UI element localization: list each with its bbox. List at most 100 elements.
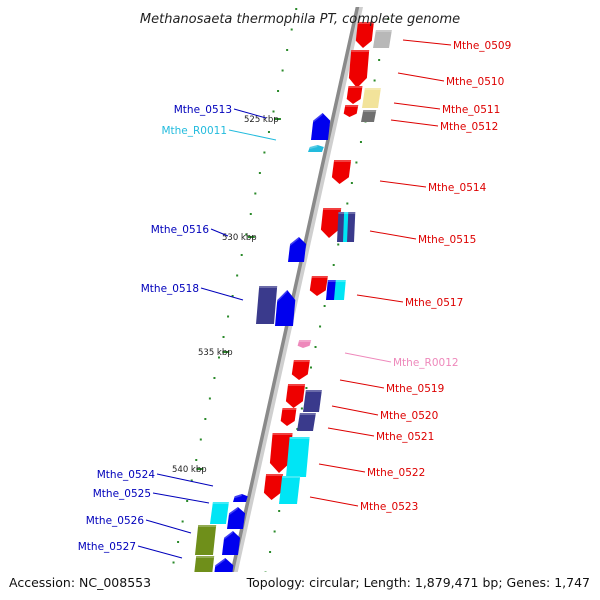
gene-mthe-0517: [309, 276, 328, 296]
right-leader-line: [318, 463, 366, 473]
gene-label-right: Mthe_0517: [405, 297, 463, 309]
guide-dot: [286, 49, 289, 51]
left-leader-line: [200, 287, 244, 301]
kbp-scale-label: 535 kbp: [198, 348, 233, 358]
guide-dot: [258, 172, 261, 174]
gene-mthe-0515: [320, 208, 342, 238]
guide-dot: [281, 69, 284, 72]
gene-label-right: Mthe_0519: [386, 383, 444, 395]
gene-label-left: Mthe_0524: [97, 469, 156, 481]
gene-mthe-0525-highlight: [212, 502, 229, 504]
gene-label-left: Mthe_0527: [78, 541, 136, 553]
gene-mthe-0515-c-highlight: [348, 212, 356, 214]
guide-dot: [227, 315, 230, 318]
gene-mthe-0511a: [346, 86, 363, 104]
guide-dot: [295, 8, 298, 10]
right-leader-line: [327, 427, 375, 437]
guide-dot: [350, 182, 353, 184]
gene-mthe-0519-highlight: [293, 360, 310, 362]
gene-mthe-0509-highlight: [357, 22, 374, 24]
accession-text: Accession: NC_008553: [9, 575, 151, 590]
gene-mthe-0509-partner: [373, 30, 392, 48]
guide-dot: [181, 520, 184, 523]
guide-dot: [186, 500, 189, 502]
gene-mthe-0518: [275, 290, 296, 326]
guide-dot: [217, 356, 220, 359]
gene-mthe-r0011: [308, 145, 324, 152]
guide-dot: [273, 530, 276, 533]
gene-label-right: Mthe_0521: [376, 431, 434, 443]
right-leader-line: [309, 496, 359, 507]
gene-label-right: Mthe_0522: [367, 467, 425, 479]
genome-summary-text: Topology: circular; Length: 1,879,471 bp…: [246, 575, 590, 590]
gene-label-right: Mthe_0512: [440, 121, 498, 133]
gene-mthe-0527: [222, 531, 241, 555]
gene-mthe-0518-a: [256, 286, 278, 324]
gene-mthe-0517-highlight: [311, 276, 328, 278]
gene-mthe-0510: [348, 50, 370, 88]
guide-dot: [236, 274, 239, 277]
gene-mthe-0512-highlight: [363, 110, 377, 112]
gene-mthe-0523: [263, 474, 284, 500]
guide-dot: [213, 377, 216, 379]
gene-mthe-0513-highlight: [313, 113, 323, 123]
gene-mthe-0527-a: [195, 525, 217, 555]
guide-dot: [309, 366, 312, 369]
gene-mthe-0512: [361, 110, 377, 122]
gene-mthe-0522-b-highlight: [289, 437, 310, 439]
gene-mthe-0525: [210, 502, 229, 524]
gene-mthe-0511b-highlight: [345, 105, 359, 107]
gene-mthe-0513: [311, 113, 331, 140]
gene-mthe-0514-highlight: [334, 160, 352, 162]
gene-mthe-0527-a-highlight: [198, 525, 217, 527]
gene-mthe-r0011-highlight: [309, 145, 318, 149]
guide-dot: [305, 387, 308, 389]
map-title: Methanosaeta thermophila PT, complete ge…: [140, 12, 460, 27]
gene-mthe-0523-highlight: [266, 474, 284, 476]
gene-mthe-0523-b-highlight: [282, 476, 301, 478]
gene-label-right: Mthe_0510: [446, 76, 504, 88]
guide-dot: [387, 18, 390, 20]
left-leader-line: [233, 108, 267, 119]
guide-dot: [249, 213, 252, 215]
right-leader-line: [402, 39, 452, 46]
guide-dot: [267, 131, 270, 133]
gene-mthe-0521-highlight: [282, 408, 297, 410]
guide-dot: [378, 59, 381, 61]
guide-dot: [208, 397, 211, 400]
gene-mthe-0521-b-highlight: [299, 413, 316, 415]
guide-dot: [199, 438, 202, 441]
gene-label-left: Mthe_0513: [174, 104, 232, 116]
gene-mthe-0517-b: [334, 280, 346, 300]
guide-dot: [346, 202, 349, 205]
right-leader-line: [397, 72, 445, 82]
gene-mthe-0511: [362, 88, 381, 108]
gene-mthe-0520: [285, 384, 306, 408]
left-leader-line: [156, 473, 214, 487]
guide-dot: [263, 151, 266, 154]
right-leader-line: [379, 180, 427, 188]
gene-label-right: Mthe_0514: [428, 182, 487, 194]
gene-mthe-0524-highlight: [234, 494, 242, 499]
gene-mthe-0511b: [343, 105, 359, 117]
right-leader-line: [331, 405, 379, 416]
gene-label-right: Mthe_0509: [453, 40, 511, 52]
gene-mthe-0520-b: [303, 390, 322, 412]
gene-mthe-0510-highlight: [351, 50, 370, 52]
guide-dot: [323, 305, 326, 307]
gene-mthe-0527-b-highlight: [196, 556, 215, 558]
left-leader-line: [137, 545, 183, 559]
guide-dot: [277, 90, 280, 92]
gene-mthe-0526: [227, 507, 246, 529]
right-leader-line: [356, 294, 404, 303]
guide-dot: [314, 346, 317, 348]
gene-label-right: Mthe_0515: [418, 234, 476, 246]
gene-mthe-0516-highlight: [290, 237, 299, 246]
gene-mthe-0517-b-highlight: [335, 280, 346, 282]
gene-mthe-0514: [331, 160, 352, 184]
guide-dot: [355, 161, 358, 164]
kbp-scale-label: 530 kbp: [222, 233, 257, 243]
guide-dot: [300, 407, 303, 410]
gene-mthe-0518-a-highlight: [259, 286, 278, 288]
